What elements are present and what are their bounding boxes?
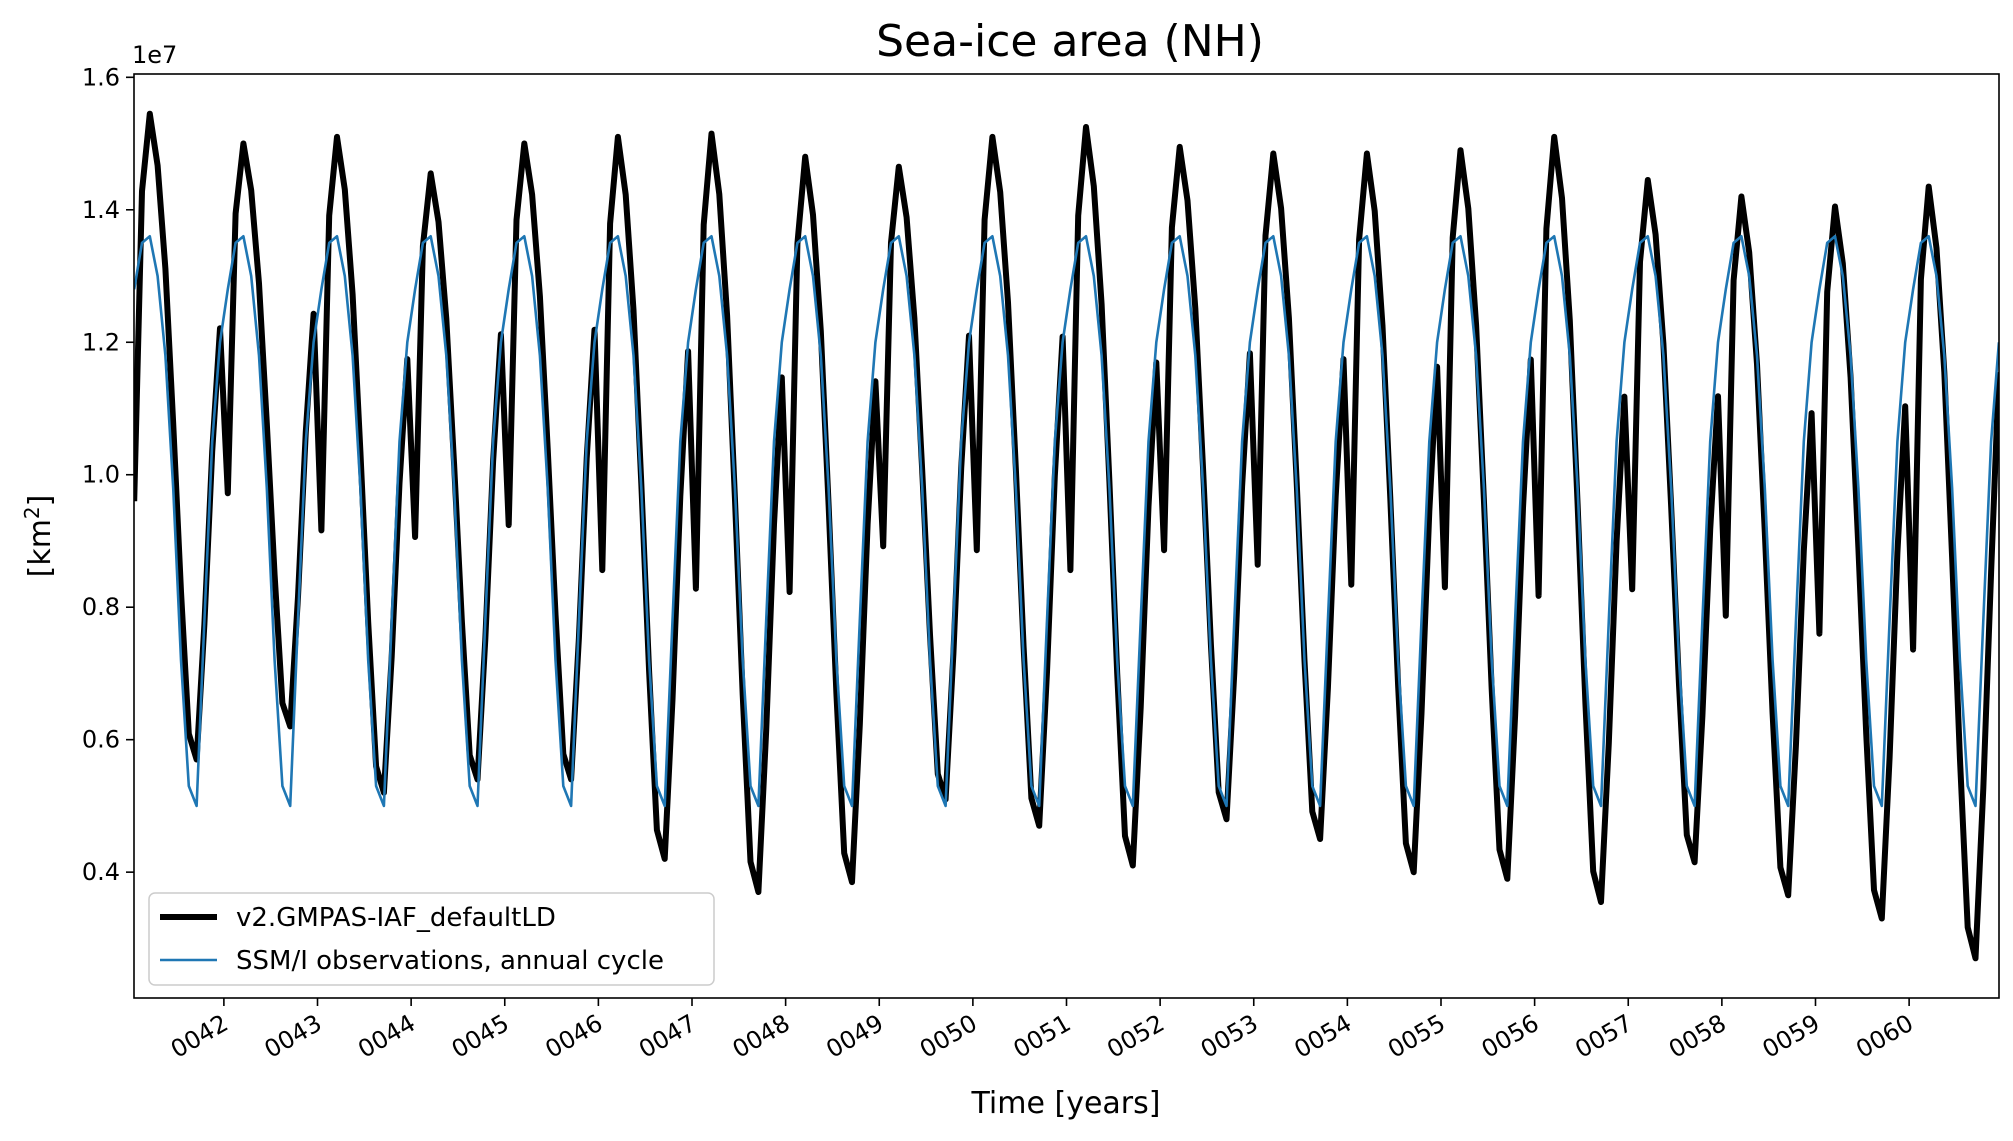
series-line-model	[134, 110, 1999, 962]
y-tick-label: 1.4	[82, 196, 120, 224]
y-tick-label: 0.4	[82, 858, 120, 886]
legend-label-observations: SSM/I observations, annual cycle	[236, 946, 664, 976]
y-tick-label: 0.6	[82, 726, 120, 754]
x-axis-label: Time [years]	[971, 1086, 1161, 1121]
y-offset-label: 1e7	[132, 41, 177, 69]
y-tick-label: 0.8	[82, 593, 120, 621]
legend-box	[148, 892, 715, 986]
chart-title: Sea-ice area (NH)	[876, 16, 1264, 67]
y-tick-label: 1.2	[82, 328, 120, 356]
y-axis-ticks: 0.4 0.6 0.8 1.0 1.2 1.4 1.6	[82, 63, 134, 886]
legend-label-model: v2.GMPAS-IAF_defaultLD	[236, 903, 556, 933]
y-axis-label-base: [km	[23, 519, 58, 577]
series-line-observations	[134, 235, 1999, 808]
y-tick-label: 1.0	[82, 461, 120, 489]
y-axis-label-superscript: 2	[20, 506, 44, 519]
y-tick-label: 1.6	[82, 63, 120, 91]
y-axis-label-end: ]	[23, 495, 58, 507]
legend: v2.GMPAS-IAF_defaultLD SSM/I observation…	[148, 892, 715, 986]
y-axis-label: [km2]	[20, 495, 58, 578]
plot-frame	[133, 73, 2000, 999]
series-layer	[134, 110, 1999, 962]
